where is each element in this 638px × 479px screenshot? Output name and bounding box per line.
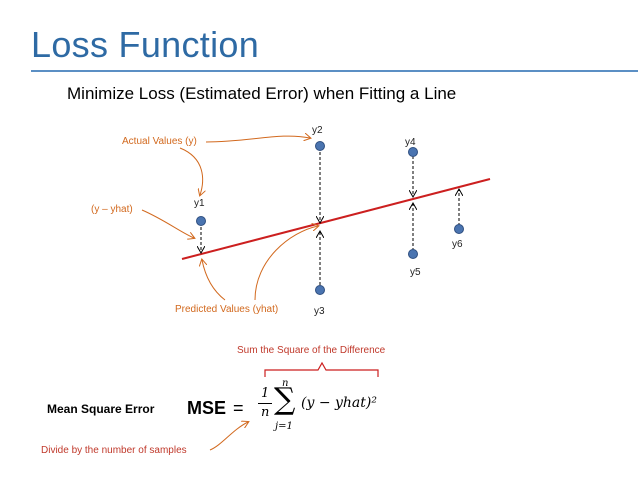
title-divider [31,70,638,72]
point-label-y4: y4 [405,137,416,148]
slide-title: Loss Function [31,24,260,65]
slide-subtitle: Minimize Loss (Estimated Error) when Fit… [67,84,457,103]
sum-lower-limit: j=1 [275,421,293,432]
mse-name-label: Mean Square Error [47,402,155,416]
arrow-actual-to-y2 [205,136,310,143]
fit-line [181,178,491,260]
arrow-diff-to-y1 [141,209,194,238]
point-label-y6: y6 [452,239,463,250]
fraction-numerator: 1 [261,386,270,401]
mse-formula: 1 n n ∑ j=1 (y − yhat)² [252,378,392,443]
sum-square-label: Sum the Square of the Difference [237,345,386,356]
predicted-values-label: Predicted Values (yhat) [175,304,279,315]
mse-symbol: MSE [187,398,227,418]
difference-label: (y – yhat) [91,204,133,215]
arrow-actual-to-y1 [179,147,203,195]
point-label-y2: y2 [312,125,323,136]
formula-body: (y − yhat)² [301,395,377,411]
arrow-pred-to-line [254,226,318,301]
sum-upper-limit: n [282,378,289,389]
point-y6 [454,224,464,234]
point-label-y1: y1 [194,198,205,209]
sigma-icon: ∑ [274,382,296,417]
arrow-pred-to-y1 [202,260,226,301]
point-label-y5: y5 [410,267,421,278]
sum-brace [264,361,379,377]
point-label-y3: y3 [314,306,325,317]
point-y1 [196,216,206,226]
fraction-bar [258,403,272,404]
point-y2 [315,141,325,151]
fraction-denominator: n [261,405,270,420]
point-y3 [315,285,325,295]
equals-sign: = [233,398,244,418]
divide-label: Divide by the number of samples [41,445,187,456]
point-y4 [408,147,418,157]
actual-values-label: Actual Values (y) [122,136,197,147]
point-y5 [408,249,418,259]
arrow-divide-to-formula [209,422,248,451]
